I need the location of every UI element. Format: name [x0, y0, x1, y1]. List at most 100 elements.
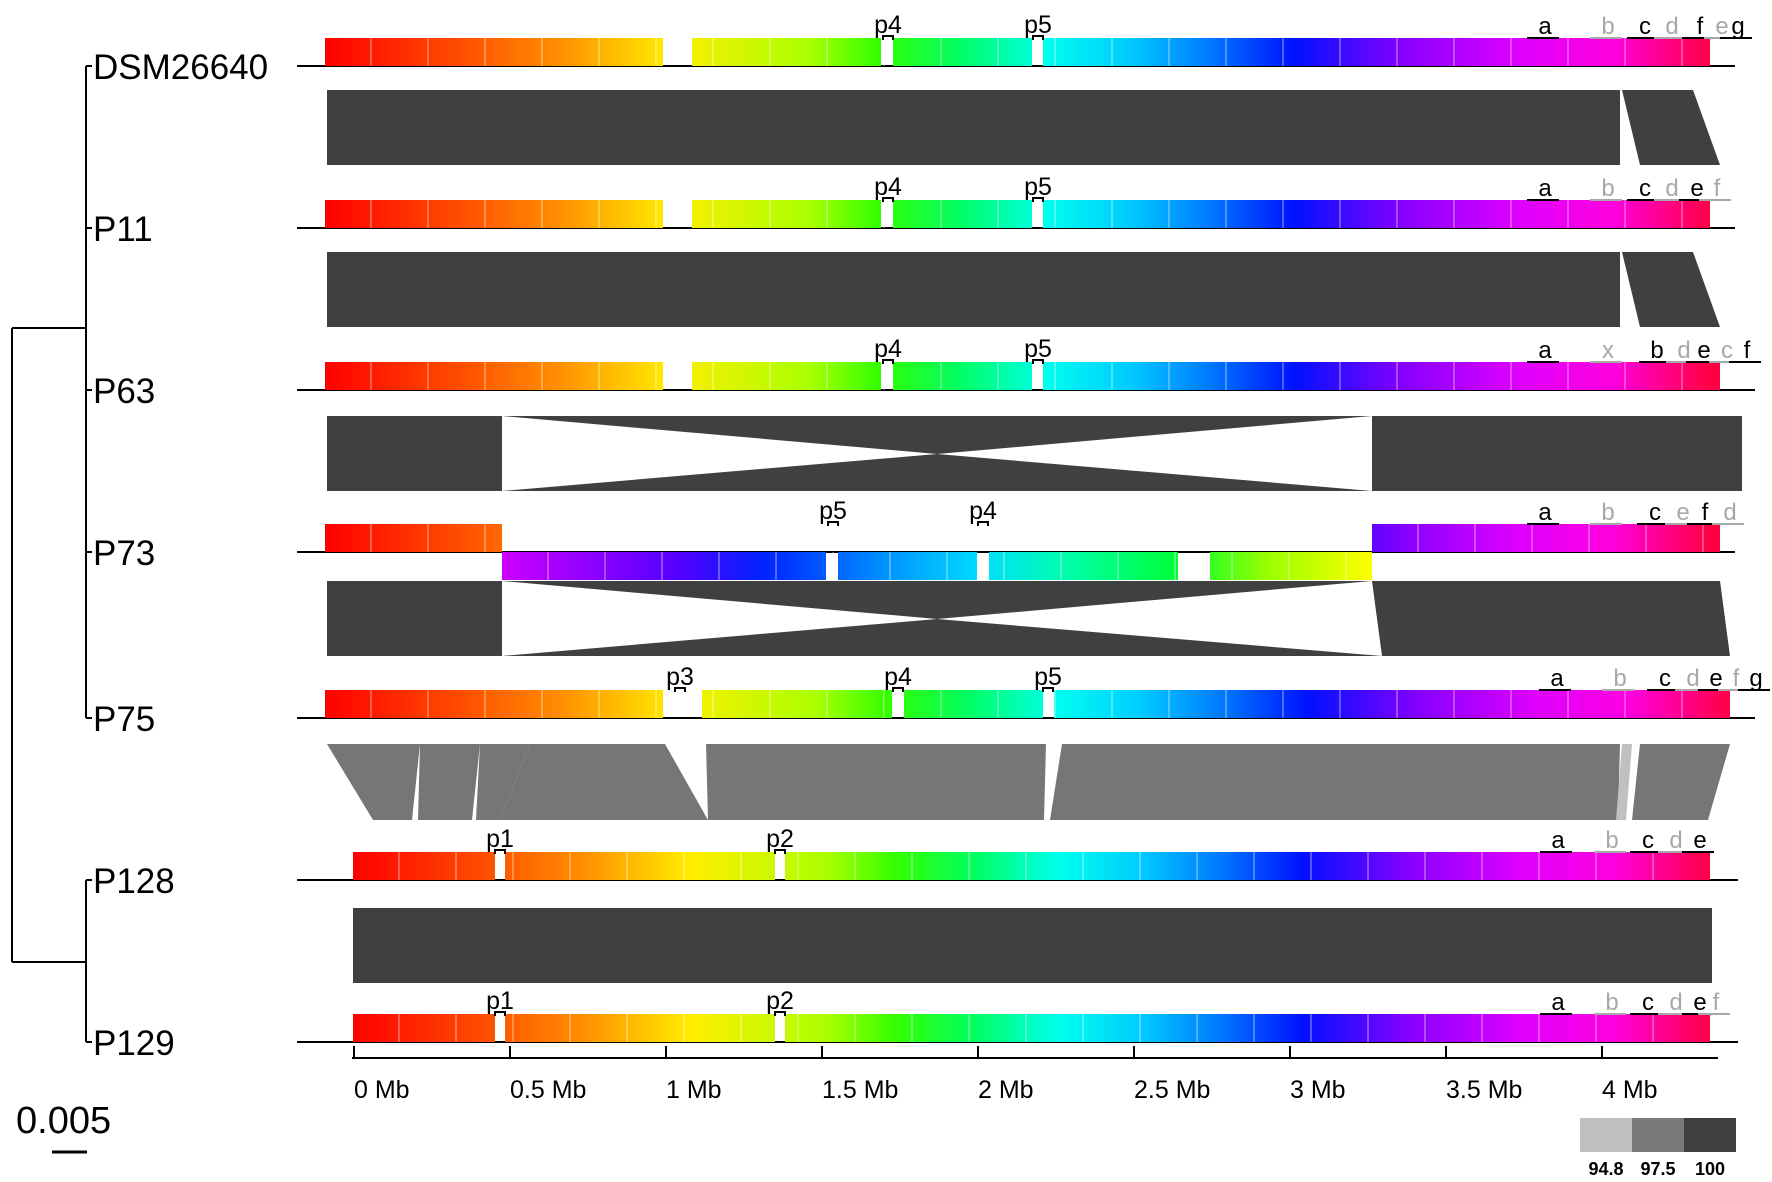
marker-bracket: [774, 849, 786, 854]
region-label: d: [1665, 13, 1678, 40]
genome-segment: [1372, 524, 1720, 552]
region-label: f: [1744, 337, 1751, 364]
marker-bracket: [674, 687, 686, 692]
region-label: c: [1721, 337, 1733, 364]
genome-segment: [1043, 362, 1720, 390]
region-label: b: [1601, 499, 1614, 526]
region-label: a: [1538, 337, 1552, 364]
synteny-block: [502, 619, 1382, 656]
region-label: e: [1715, 13, 1728, 40]
axis-tick-label: 2 Mb: [978, 1076, 1034, 1104]
genome-segment: [893, 200, 1032, 228]
marker-bracket: [1032, 197, 1044, 202]
genome-segment: [505, 1014, 775, 1042]
region-label: e: [1693, 989, 1706, 1016]
genome-label-dsm26640: DSM26640: [93, 48, 268, 87]
marker-bracket: [827, 521, 839, 526]
marker-bracket: [1042, 687, 1054, 692]
marker-label: p2: [766, 825, 794, 853]
region-label: a: [1551, 827, 1565, 854]
genome-segment: [893, 362, 1032, 390]
genome-segment: [838, 552, 977, 580]
genome-segment: [325, 38, 663, 66]
genome-label-p11: P11: [93, 210, 153, 249]
marker-bracket: [882, 197, 894, 202]
marker-label: p5: [1024, 11, 1052, 39]
region-label: g: [1731, 13, 1744, 40]
region-label: a: [1538, 13, 1552, 40]
genome-segment: [785, 852, 1710, 880]
genome-segment: [692, 38, 881, 66]
region-label: b: [1605, 827, 1618, 854]
genome-label-p129: P129: [93, 1024, 175, 1063]
tree-scale-bar: 0.005: [16, 1100, 111, 1154]
axis-tick-label: 0 Mb: [354, 1076, 410, 1104]
marker-label: p5: [1034, 663, 1062, 691]
region-label: e: [1709, 665, 1722, 692]
synteny-blocks: [327, 90, 1742, 983]
synteny-block: [502, 454, 1372, 491]
region-label: b: [1605, 989, 1618, 1016]
region-label: f: [1713, 989, 1720, 1016]
genome-label-p75: P75: [93, 700, 155, 739]
region-label: c: [1659, 665, 1671, 692]
genome-segment: [702, 690, 892, 718]
legend-label: 94.8: [1588, 1159, 1623, 1179]
region-label: f: [1702, 499, 1709, 526]
region-label: b: [1613, 665, 1626, 692]
synteny-block: [327, 252, 1620, 327]
region-label: e: [1690, 175, 1703, 202]
genome-segment: [325, 524, 502, 552]
marker-label: p5: [1024, 335, 1052, 363]
region-label: e: [1676, 499, 1689, 526]
region-label: a: [1538, 499, 1552, 526]
region-label: b: [1601, 175, 1614, 202]
genome-segment: [1210, 552, 1372, 580]
synteny-block: [1632, 744, 1730, 820]
marker-bracket: [494, 849, 506, 854]
synteny-block: [327, 416, 502, 491]
genome-segment: [989, 552, 1178, 580]
region-label: x: [1602, 337, 1614, 364]
marker-label: p1: [486, 825, 514, 853]
region-label: c: [1649, 499, 1661, 526]
region-label: d: [1723, 499, 1736, 526]
genome-segment: [502, 552, 826, 580]
region-label: a: [1551, 989, 1565, 1016]
genome-label-p73: P73: [93, 534, 155, 573]
genome-segment: [325, 690, 663, 718]
genome-segment: [1054, 690, 1730, 718]
marker-label: p5: [1024, 173, 1052, 201]
marker-label: p2: [766, 987, 794, 1015]
genome-segment: [353, 852, 495, 880]
synteny-block: [1372, 416, 1742, 491]
synteny-block: [500, 744, 708, 820]
genome-segment: [353, 1014, 495, 1042]
region-label: b: [1650, 337, 1663, 364]
genome-segment: [904, 690, 1043, 718]
marker-bracket: [892, 687, 904, 692]
region-label: e: [1693, 827, 1706, 854]
synteny-block: [1622, 252, 1720, 327]
region-label: a: [1538, 175, 1552, 202]
genome-segment: [1043, 200, 1710, 228]
axis-tick-label: 0.5 Mb: [510, 1076, 586, 1104]
marker-bracket: [882, 359, 894, 364]
marker-bracket: [1032, 359, 1044, 364]
synteny-block: [502, 581, 1372, 619]
synteny-block: [353, 908, 1712, 983]
region-label: f: [1714, 175, 1721, 202]
region-label: g: [1749, 665, 1762, 692]
legend-label: 100: [1695, 1159, 1725, 1179]
synteny-block: [706, 744, 1046, 820]
marker-label: p5: [819, 497, 847, 525]
genome-segment: [692, 362, 881, 390]
marker-bracket: [977, 521, 989, 526]
axis-tick-label: 1 Mb: [666, 1076, 722, 1104]
axis-tick-label: 4 Mb: [1602, 1076, 1658, 1104]
axis-tick-label: 1.5 Mb: [822, 1076, 898, 1104]
synteny-block: [1050, 744, 1620, 820]
scale-bar-label: 0.005: [16, 1100, 111, 1142]
synteny-block: [1622, 90, 1720, 165]
synteny-block: [502, 416, 1372, 454]
